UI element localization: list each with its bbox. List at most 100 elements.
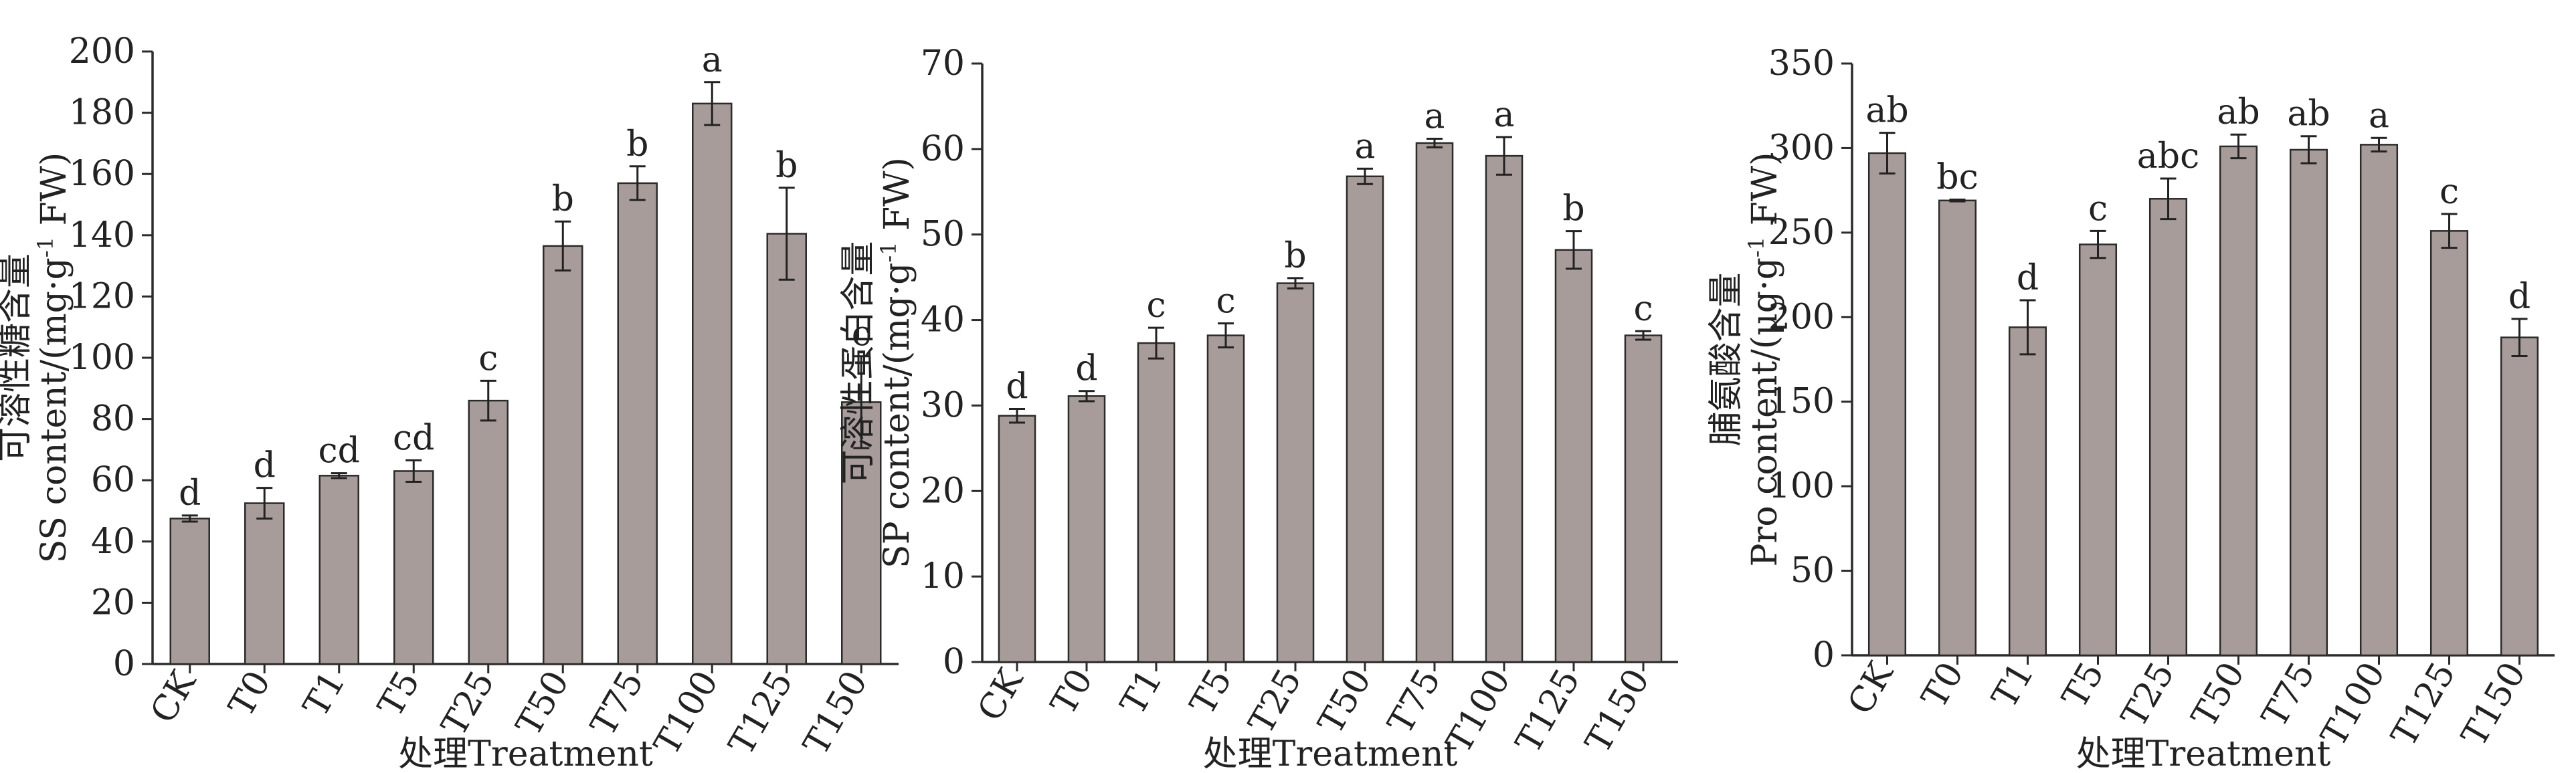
bar [1067, 395, 1106, 663]
x-tick-label: T0 [1914, 656, 1972, 715]
significance-label: cd [393, 418, 434, 458]
bar [1415, 142, 1454, 663]
bar [2500, 336, 2539, 657]
significance-label: c [2088, 189, 2108, 229]
bar [692, 102, 733, 665]
x-tick-label: T0 [1043, 663, 1101, 722]
y-axis-title-line2: SP content/(mg·g-1 FW) [876, 157, 917, 568]
x-axis-title: 处理Treatment [398, 734, 653, 773]
x-tick-label: T1 [1113, 663, 1170, 722]
y-tick-label: 100 [1768, 466, 1835, 506]
bar [841, 401, 882, 665]
bar [1485, 154, 1524, 663]
significance-label: d [179, 473, 201, 514]
bar [2008, 326, 2047, 657]
x-tick-label: T75 [583, 665, 652, 743]
bar [468, 399, 509, 665]
y-axis-title-line2: Pro content/(μg·g-1 FW) [1744, 152, 1785, 567]
x-tick-label: T25 [434, 665, 502, 743]
x-tick-label: T5 [2055, 656, 2112, 715]
significance-label: bc [1936, 158, 1978, 198]
bar [998, 415, 1036, 663]
y-tick-label: 20 [91, 582, 135, 623]
x-tick-label: T1 [296, 665, 353, 724]
y-axis-title-superscript: -1 [1744, 237, 1769, 257]
x-tick-label: T25 [1241, 663, 1309, 741]
y-tick-label: 350 [1768, 43, 1835, 84]
x-tick-label: T125 [1508, 663, 1588, 760]
y-tick-label: 60 [91, 460, 135, 500]
x-tick-label: T5 [371, 665, 428, 724]
significance-label: c [852, 314, 871, 354]
significance-label: a [1354, 126, 1375, 167]
y-tick-label: 300 [1768, 128, 1835, 168]
bar [766, 233, 807, 665]
y-axis-title-main: SS content/(mg·g [34, 257, 74, 563]
significance-label: b [552, 179, 574, 219]
y-tick-label: 140 [69, 215, 135, 255]
x-tick-label: T50 [1311, 663, 1379, 741]
y-axis-title-tail: FW) [1745, 152, 1785, 237]
significance-label: c [478, 338, 498, 378]
bar [169, 518, 210, 665]
bar [1624, 334, 1663, 663]
bar [2359, 144, 2399, 657]
y-tick-label: 50 [1790, 551, 1835, 591]
significance-label: d [2508, 277, 2531, 317]
bar [244, 502, 285, 665]
bar [1137, 342, 1176, 663]
significance-label: a [1424, 97, 1445, 137]
significance-label: d [1075, 349, 1097, 389]
bar [1554, 249, 1593, 663]
y-axis-title-line1: 脯氨酸含量 [1706, 272, 1746, 446]
significance-label: a [702, 40, 723, 80]
bar [617, 182, 658, 665]
bar [543, 245, 583, 665]
significance-label: abc [2137, 136, 2199, 177]
bar [1276, 282, 1315, 663]
y-axis-title-tail: FW) [34, 152, 74, 237]
x-tick-label: T150 [796, 665, 876, 762]
y-tick-label: 50 [921, 215, 965, 255]
significance-label: ab [2287, 94, 2330, 134]
chart-panel-1: 0 20 40 60 80 100 120 140 160 180 200 d CK d T0 cd T1 cd T… [0, 31, 899, 773]
x-tick-label: T75 [2254, 656, 2322, 734]
x-tick-label: CK [970, 662, 1032, 728]
y-tick-label: 80 [91, 399, 135, 439]
x-axis-title: 处理Treatment [2076, 734, 2331, 773]
bar [318, 475, 359, 665]
bar [2289, 148, 2328, 657]
y-axis-title-tail: FW) [877, 157, 917, 241]
significance-label: d [254, 446, 276, 486]
bar [393, 470, 434, 665]
bar [2148, 198, 2188, 657]
y-tick-label: 0 [1813, 635, 1835, 675]
x-tick-label: T50 [509, 665, 577, 743]
y-axis-title-superscript: -1 [876, 241, 901, 262]
y-tick-label: 40 [91, 522, 135, 562]
y-tick-label: 150 [1768, 382, 1835, 422]
significance-label: c [1216, 282, 1235, 322]
significance-label: b [626, 124, 648, 164]
y-tick-label: 40 [921, 300, 965, 340]
y-axis-title-main: SP content/(mg·g [877, 263, 917, 568]
x-tick-label: T5 [1182, 663, 1240, 722]
y-tick-label: 180 [69, 93, 135, 133]
y-axis-title-superscript: -1 [33, 237, 58, 257]
significance-label: c [1633, 289, 1653, 329]
y-tick-label: 0 [943, 642, 965, 682]
significance-label: b [775, 146, 798, 186]
bar [1206, 334, 1245, 663]
y-tick-label: 200 [1768, 297, 1835, 337]
x-tick-label: T150 [1578, 663, 1657, 760]
x-tick-label: CK [1840, 655, 1902, 722]
x-tick-label: T75 [1380, 663, 1449, 741]
bar [2219, 145, 2258, 657]
y-tick-label: 10 [921, 556, 965, 596]
bar [1938, 199, 1977, 657]
x-tick-label: T25 [2114, 656, 2182, 734]
significance-label: b [1562, 189, 1584, 229]
y-axis-title-line1: 可溶性蛋白含量 [838, 241, 879, 484]
x-axis-title: 处理Treatment [1203, 734, 1458, 773]
significance-label: cd [318, 431, 360, 471]
